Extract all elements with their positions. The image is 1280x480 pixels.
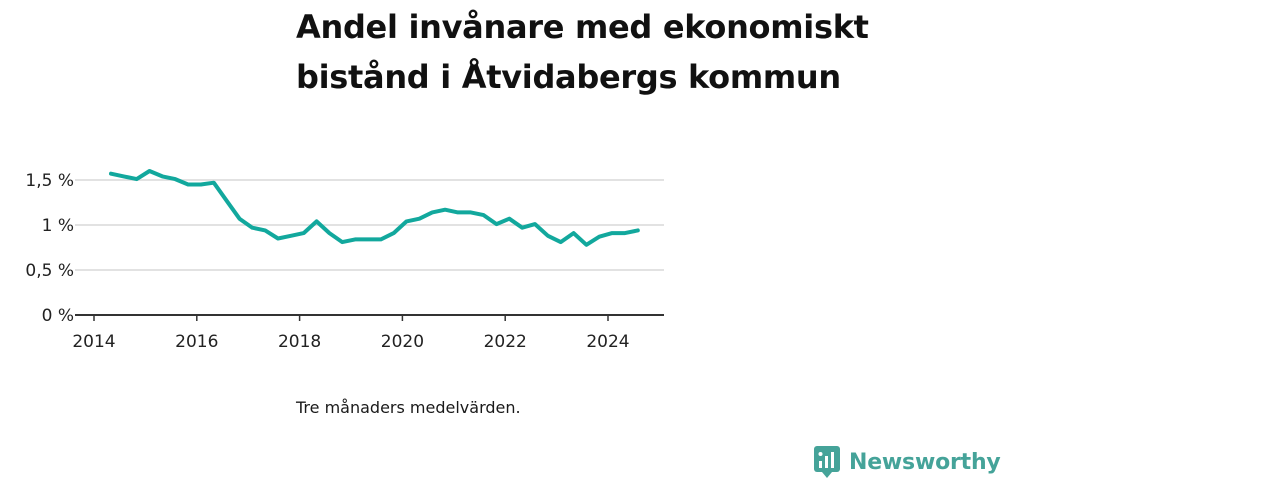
y-tick-label: 0,5 %	[25, 261, 74, 281]
x-tick-label: 2022	[484, 332, 527, 352]
line-chart: 0 % 0,5 % 1 % 1,5 % 2014 2016 2018 2020 2022 202…	[25, 169, 664, 352]
series-layer	[109, 169, 640, 247]
chart-title: Andel invånare med ekonomiskt bistånd i …	[296, 8, 869, 96]
x-axis-tick-labels: 2014 2016 2018 2020 2022 2024	[72, 332, 629, 352]
x-axis	[75, 314, 664, 321]
x-tick-label: 2014	[72, 332, 115, 352]
newsworthy-chart-icon	[814, 446, 840, 478]
grid-lines	[75, 179, 664, 271]
y-axis-tick-labels: 0 % 0,5 % 1 % 1,5 %	[25, 171, 74, 326]
y-tick-label: 1,5 %	[25, 171, 74, 191]
series-line	[109, 169, 640, 247]
y-tick-label: 1 %	[42, 216, 74, 236]
chart-note: Tre månaders medelvärden.	[296, 398, 521, 417]
brand-name: Newsworthy	[849, 449, 1001, 475]
brand-logo: Newsworthy	[814, 446, 1001, 478]
x-tick-label: 2018	[278, 332, 321, 352]
x-tick-label: 2020	[381, 332, 424, 352]
x-tick-label: 2016	[175, 332, 218, 352]
chart-card: Andel invånare med ekonomiskt bistånd i …	[296, 0, 1001, 480]
x-tick-label: 2024	[586, 332, 629, 352]
y-tick-label: 0 %	[42, 306, 74, 326]
